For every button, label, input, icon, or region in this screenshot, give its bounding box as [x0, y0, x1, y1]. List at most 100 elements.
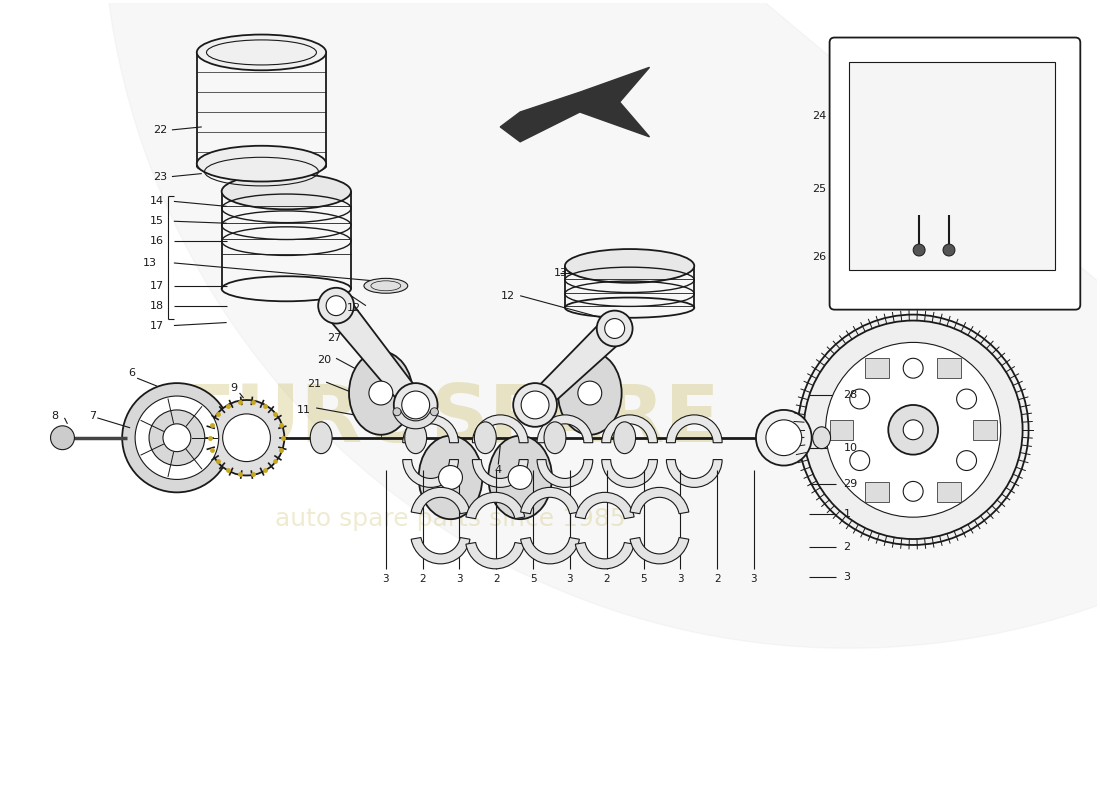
Text: 3: 3: [383, 574, 389, 584]
Ellipse shape: [197, 146, 326, 182]
Text: 28: 28: [844, 390, 858, 400]
Ellipse shape: [565, 249, 694, 283]
Circle shape: [913, 244, 925, 256]
Text: 8: 8: [51, 411, 58, 421]
Text: 12: 12: [502, 290, 515, 301]
Wedge shape: [667, 415, 722, 442]
Ellipse shape: [614, 422, 636, 454]
Wedge shape: [575, 542, 634, 569]
Circle shape: [798, 314, 1028, 545]
Circle shape: [804, 321, 1023, 539]
Circle shape: [889, 405, 938, 454]
Text: 2: 2: [714, 574, 720, 584]
Text: 2: 2: [419, 574, 426, 584]
Circle shape: [766, 420, 802, 456]
Text: 29: 29: [844, 479, 858, 490]
Text: 20: 20: [317, 355, 331, 366]
Wedge shape: [630, 538, 689, 564]
Wedge shape: [472, 459, 528, 487]
Circle shape: [514, 383, 557, 427]
Wedge shape: [403, 415, 459, 442]
Text: 2: 2: [604, 574, 611, 584]
Circle shape: [850, 450, 870, 470]
Wedge shape: [537, 459, 593, 487]
Polygon shape: [102, 0, 1100, 648]
Circle shape: [368, 381, 393, 405]
Wedge shape: [602, 415, 658, 442]
Text: 16: 16: [150, 236, 164, 246]
Circle shape: [903, 482, 923, 502]
Ellipse shape: [349, 351, 412, 434]
Circle shape: [393, 408, 402, 416]
Circle shape: [903, 358, 923, 378]
Bar: [972, 420, 997, 440]
Wedge shape: [667, 459, 722, 487]
Text: 21: 21: [307, 379, 321, 389]
Text: EUROSPARE: EUROSPARE: [180, 381, 720, 459]
Text: 9: 9: [230, 383, 238, 393]
Ellipse shape: [813, 427, 830, 449]
Ellipse shape: [474, 422, 496, 454]
Text: 25: 25: [813, 184, 826, 194]
Bar: [866, 358, 889, 378]
FancyBboxPatch shape: [829, 38, 1080, 310]
Wedge shape: [403, 459, 459, 487]
Ellipse shape: [419, 436, 482, 519]
Text: 18: 18: [150, 301, 164, 310]
Circle shape: [826, 342, 1001, 517]
Wedge shape: [393, 410, 438, 429]
Circle shape: [903, 420, 923, 440]
Text: 14: 14: [150, 196, 164, 206]
Circle shape: [578, 381, 602, 405]
Text: 17: 17: [150, 281, 164, 290]
Text: 17: 17: [150, 321, 164, 330]
Text: 1: 1: [844, 510, 850, 519]
Circle shape: [318, 288, 354, 323]
Circle shape: [122, 383, 232, 492]
Wedge shape: [466, 492, 525, 518]
Ellipse shape: [126, 430, 139, 446]
Text: 3: 3: [750, 574, 757, 584]
Wedge shape: [575, 492, 634, 518]
Text: 3: 3: [456, 574, 463, 584]
Text: 15: 15: [150, 216, 164, 226]
Bar: [829, 420, 854, 440]
Ellipse shape: [364, 278, 408, 294]
Text: 11: 11: [297, 405, 311, 415]
Circle shape: [430, 408, 439, 416]
Text: 7: 7: [89, 411, 96, 421]
Bar: [866, 482, 889, 502]
Bar: [849, 62, 1055, 270]
Bar: [937, 358, 961, 378]
Text: 5: 5: [530, 574, 537, 584]
Text: 24: 24: [812, 111, 826, 121]
Text: 22: 22: [153, 125, 167, 135]
Circle shape: [148, 410, 205, 466]
Polygon shape: [528, 318, 625, 413]
Text: 13: 13: [554, 268, 568, 278]
Circle shape: [326, 296, 346, 315]
Circle shape: [957, 389, 977, 409]
Ellipse shape: [222, 174, 351, 210]
Text: 27: 27: [327, 334, 341, 343]
Circle shape: [51, 426, 75, 450]
Ellipse shape: [544, 422, 565, 454]
Circle shape: [605, 318, 625, 338]
Bar: [937, 482, 961, 502]
Text: 3: 3: [844, 572, 850, 582]
Circle shape: [756, 410, 812, 466]
Text: auto spare parts since 1985: auto spare parts since 1985: [275, 507, 626, 531]
Polygon shape: [500, 67, 649, 142]
Text: 10: 10: [844, 442, 858, 453]
Text: 5: 5: [640, 574, 647, 584]
Circle shape: [597, 310, 632, 346]
Wedge shape: [630, 487, 689, 514]
Text: 12: 12: [346, 302, 361, 313]
Text: 23: 23: [153, 171, 167, 182]
Circle shape: [439, 466, 462, 490]
Text: 4: 4: [495, 465, 502, 474]
Wedge shape: [411, 538, 470, 564]
Ellipse shape: [197, 34, 326, 70]
Text: 2: 2: [844, 542, 850, 552]
Text: 3: 3: [676, 574, 684, 584]
